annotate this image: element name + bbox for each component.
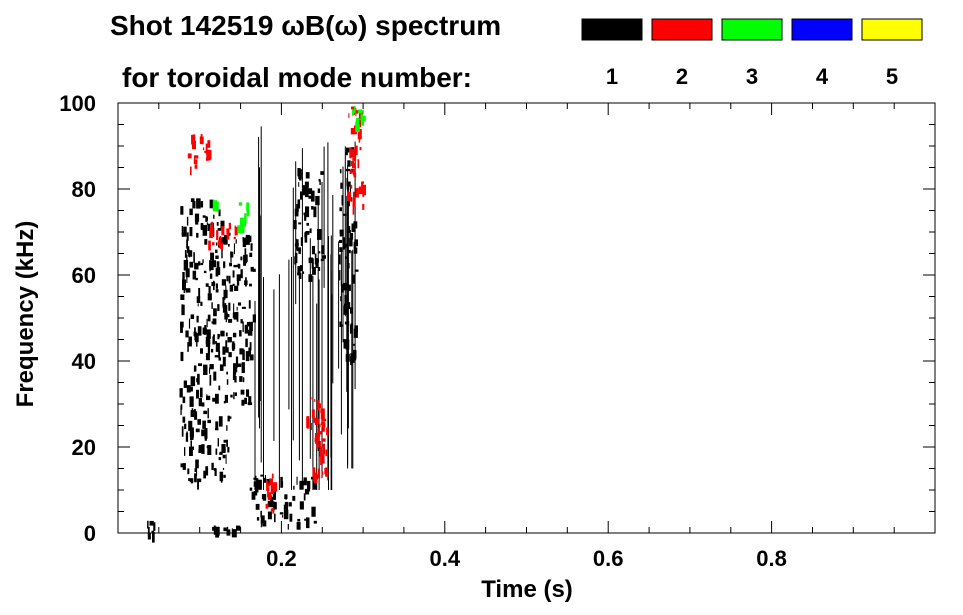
x-axis: 0.2 0.4 0.6 0.8 bbox=[158, 103, 895, 571]
mode-1-region-2 bbox=[228, 234, 256, 406]
y-axis: 0 20 40 60 80 100 bbox=[59, 91, 935, 546]
legend-label-5: 5 bbox=[886, 64, 898, 89]
mode-1-region-9 bbox=[340, 141, 356, 469]
chart-subtitle: for toroidal mode number: bbox=[122, 62, 472, 93]
y-tick-label-1: 20 bbox=[72, 435, 96, 460]
chart-title: Shot 142519 ωB(ω) spectrum bbox=[110, 10, 501, 41]
series-mode-3 bbox=[212, 105, 366, 234]
mode-1-region-3 bbox=[249, 474, 318, 530]
mode-2-region-3 bbox=[208, 221, 238, 251]
mode-1-region-1 bbox=[179, 198, 233, 490]
y-axis-label: Frequency (kHz) bbox=[12, 221, 39, 408]
mode-2-region-5 bbox=[306, 397, 327, 457]
mode-3-region-2 bbox=[351, 105, 366, 132]
x-axis-label: Time (s) bbox=[481, 576, 573, 603]
mode-2-region-6 bbox=[265, 473, 278, 514]
legend-swatch-3 bbox=[721, 18, 783, 41]
y-tick-label-2: 40 bbox=[72, 349, 96, 374]
mode-1-region-8 bbox=[147, 520, 156, 543]
legend-label-2: 2 bbox=[676, 64, 688, 89]
x-tick-label-1: 0.4 bbox=[430, 546, 461, 571]
series-mode-1 bbox=[147, 126, 359, 543]
mode-2-region-4 bbox=[187, 134, 212, 176]
spectrogram-marks bbox=[147, 105, 366, 543]
plot-frame bbox=[117, 102, 936, 534]
x-tick-label-0: 0.2 bbox=[266, 546, 297, 571]
x-tick-label-2: 0.6 bbox=[593, 546, 624, 571]
legend-swatch-4 bbox=[791, 18, 853, 41]
y-tick-label-4: 80 bbox=[72, 177, 96, 202]
legend-swatch-5 bbox=[861, 18, 923, 41]
y-tick-label-3: 60 bbox=[72, 263, 96, 288]
legend: 1 2 3 4 5 bbox=[581, 18, 923, 89]
mode-1-region-7 bbox=[212, 525, 241, 538]
legend-label-3: 3 bbox=[746, 64, 758, 89]
mode-3-region-3 bbox=[212, 200, 219, 212]
legend-swatch-2 bbox=[651, 18, 713, 41]
y-tick-label-5: 100 bbox=[59, 91, 96, 116]
y-tick-label-0: 0 bbox=[84, 521, 96, 546]
legend-label-1: 1 bbox=[606, 64, 618, 89]
mode-3-region-1 bbox=[237, 202, 250, 234]
legend-swatch-1 bbox=[581, 18, 643, 41]
mode-1-region-6 bbox=[254, 126, 340, 490]
legend-label-4: 4 bbox=[816, 64, 829, 89]
x-tick-label-3: 0.8 bbox=[756, 546, 787, 571]
series-mode-2 bbox=[187, 106, 366, 514]
